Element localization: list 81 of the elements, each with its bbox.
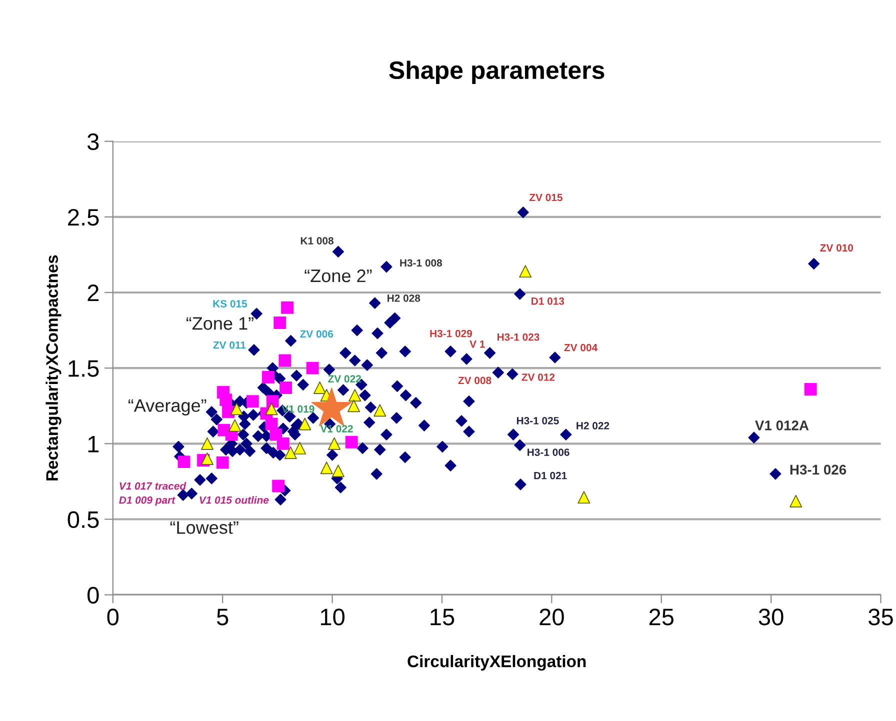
y-tick-label: 1: [88, 436, 99, 452]
point: [246, 395, 259, 408]
annotation: H2 022: [576, 422, 610, 430]
x-tick-label: 25: [649, 608, 674, 626]
point: [281, 301, 294, 314]
x-tick-label: 5: [216, 608, 228, 626]
point: [294, 442, 306, 454]
point: [804, 383, 817, 396]
x-tick-label: 10: [320, 608, 344, 626]
annotation: K1 008: [300, 237, 334, 244]
annotation: ZV 011: [213, 341, 246, 349]
point: [220, 394, 232, 406]
annotation: ZV 004: [564, 344, 598, 352]
y-axis-title: RectangularityXCompactnes: [46, 255, 62, 480]
chart-title: Shape parameters: [389, 60, 604, 84]
annotation: H3-1 006: [528, 448, 570, 456]
annotation: V1 022: [320, 425, 353, 432]
annotation: H3-1 029: [430, 330, 472, 338]
annotation: KS 015: [213, 300, 248, 308]
annotation: “Zone 2”: [304, 269, 372, 282]
point: [274, 316, 286, 329]
annotation: V1 015 outline: [200, 496, 269, 504]
point: [332, 464, 344, 478]
x-tick-label: 15: [430, 608, 454, 626]
point: [790, 494, 802, 508]
annotation: V1 012A: [755, 420, 809, 430]
annotation: ZV 022: [328, 375, 361, 383]
point: [519, 265, 532, 278]
annotation: D1 009 part: [119, 496, 176, 506]
annotation: H2 028: [388, 294, 420, 302]
point: [284, 446, 297, 459]
annotation: D1 013: [532, 297, 564, 305]
x-tick-label: 20: [540, 608, 564, 626]
y-tick-label: 1.5: [68, 360, 99, 377]
point: [348, 389, 362, 402]
x-axis-title: CircularityXElongation: [408, 655, 586, 671]
annotation: ZV 010: [820, 244, 854, 252]
point: [348, 400, 360, 412]
point: [216, 456, 229, 469]
point: [320, 462, 333, 474]
point: [278, 354, 292, 367]
annotation: ZV 006: [300, 330, 334, 338]
annotation: ZV 015: [529, 194, 562, 202]
point: [265, 402, 278, 416]
annotation: H3-1 026: [790, 464, 846, 475]
annotation: H3-1 008: [400, 259, 442, 267]
annotation: “Zone 1”: [186, 317, 254, 330]
point: [306, 362, 319, 374]
point: [374, 404, 386, 417]
x-tick-label: 0: [107, 608, 119, 626]
y-tick-label: 2: [88, 284, 99, 302]
point: [272, 480, 285, 492]
point: [266, 395, 279, 408]
y-tick-label: 3: [87, 133, 99, 150]
annotation: “Lowest”: [170, 521, 238, 534]
point: [201, 452, 214, 465]
annotation: D1 021: [534, 472, 567, 480]
annotation: H3-1 023: [498, 333, 540, 341]
point: [178, 456, 190, 468]
y-tick-label: 0: [87, 586, 99, 604]
point: [314, 381, 326, 394]
x-tick-label: 35: [868, 608, 893, 626]
point: [298, 418, 312, 430]
x-tick-label: 30: [758, 608, 784, 626]
point: [578, 491, 590, 504]
annotation: V 1: [470, 340, 485, 348]
point: [201, 437, 214, 450]
point: [230, 402, 243, 416]
y-tick-label: 0.5: [68, 511, 99, 528]
point: [228, 419, 242, 432]
y-tick-label: 2.5: [68, 208, 99, 226]
point: [328, 437, 340, 450]
annotation: “Average”: [128, 399, 206, 416]
annotation: V1 017 traced: [120, 482, 186, 490]
point: [345, 436, 358, 448]
point: [262, 370, 274, 384]
annotation: H3-1 025: [516, 417, 559, 424]
point: [280, 381, 292, 394]
annotation: ZV 008: [458, 376, 492, 384]
annotation: ZV 012: [522, 374, 555, 381]
point: [276, 437, 290, 450]
